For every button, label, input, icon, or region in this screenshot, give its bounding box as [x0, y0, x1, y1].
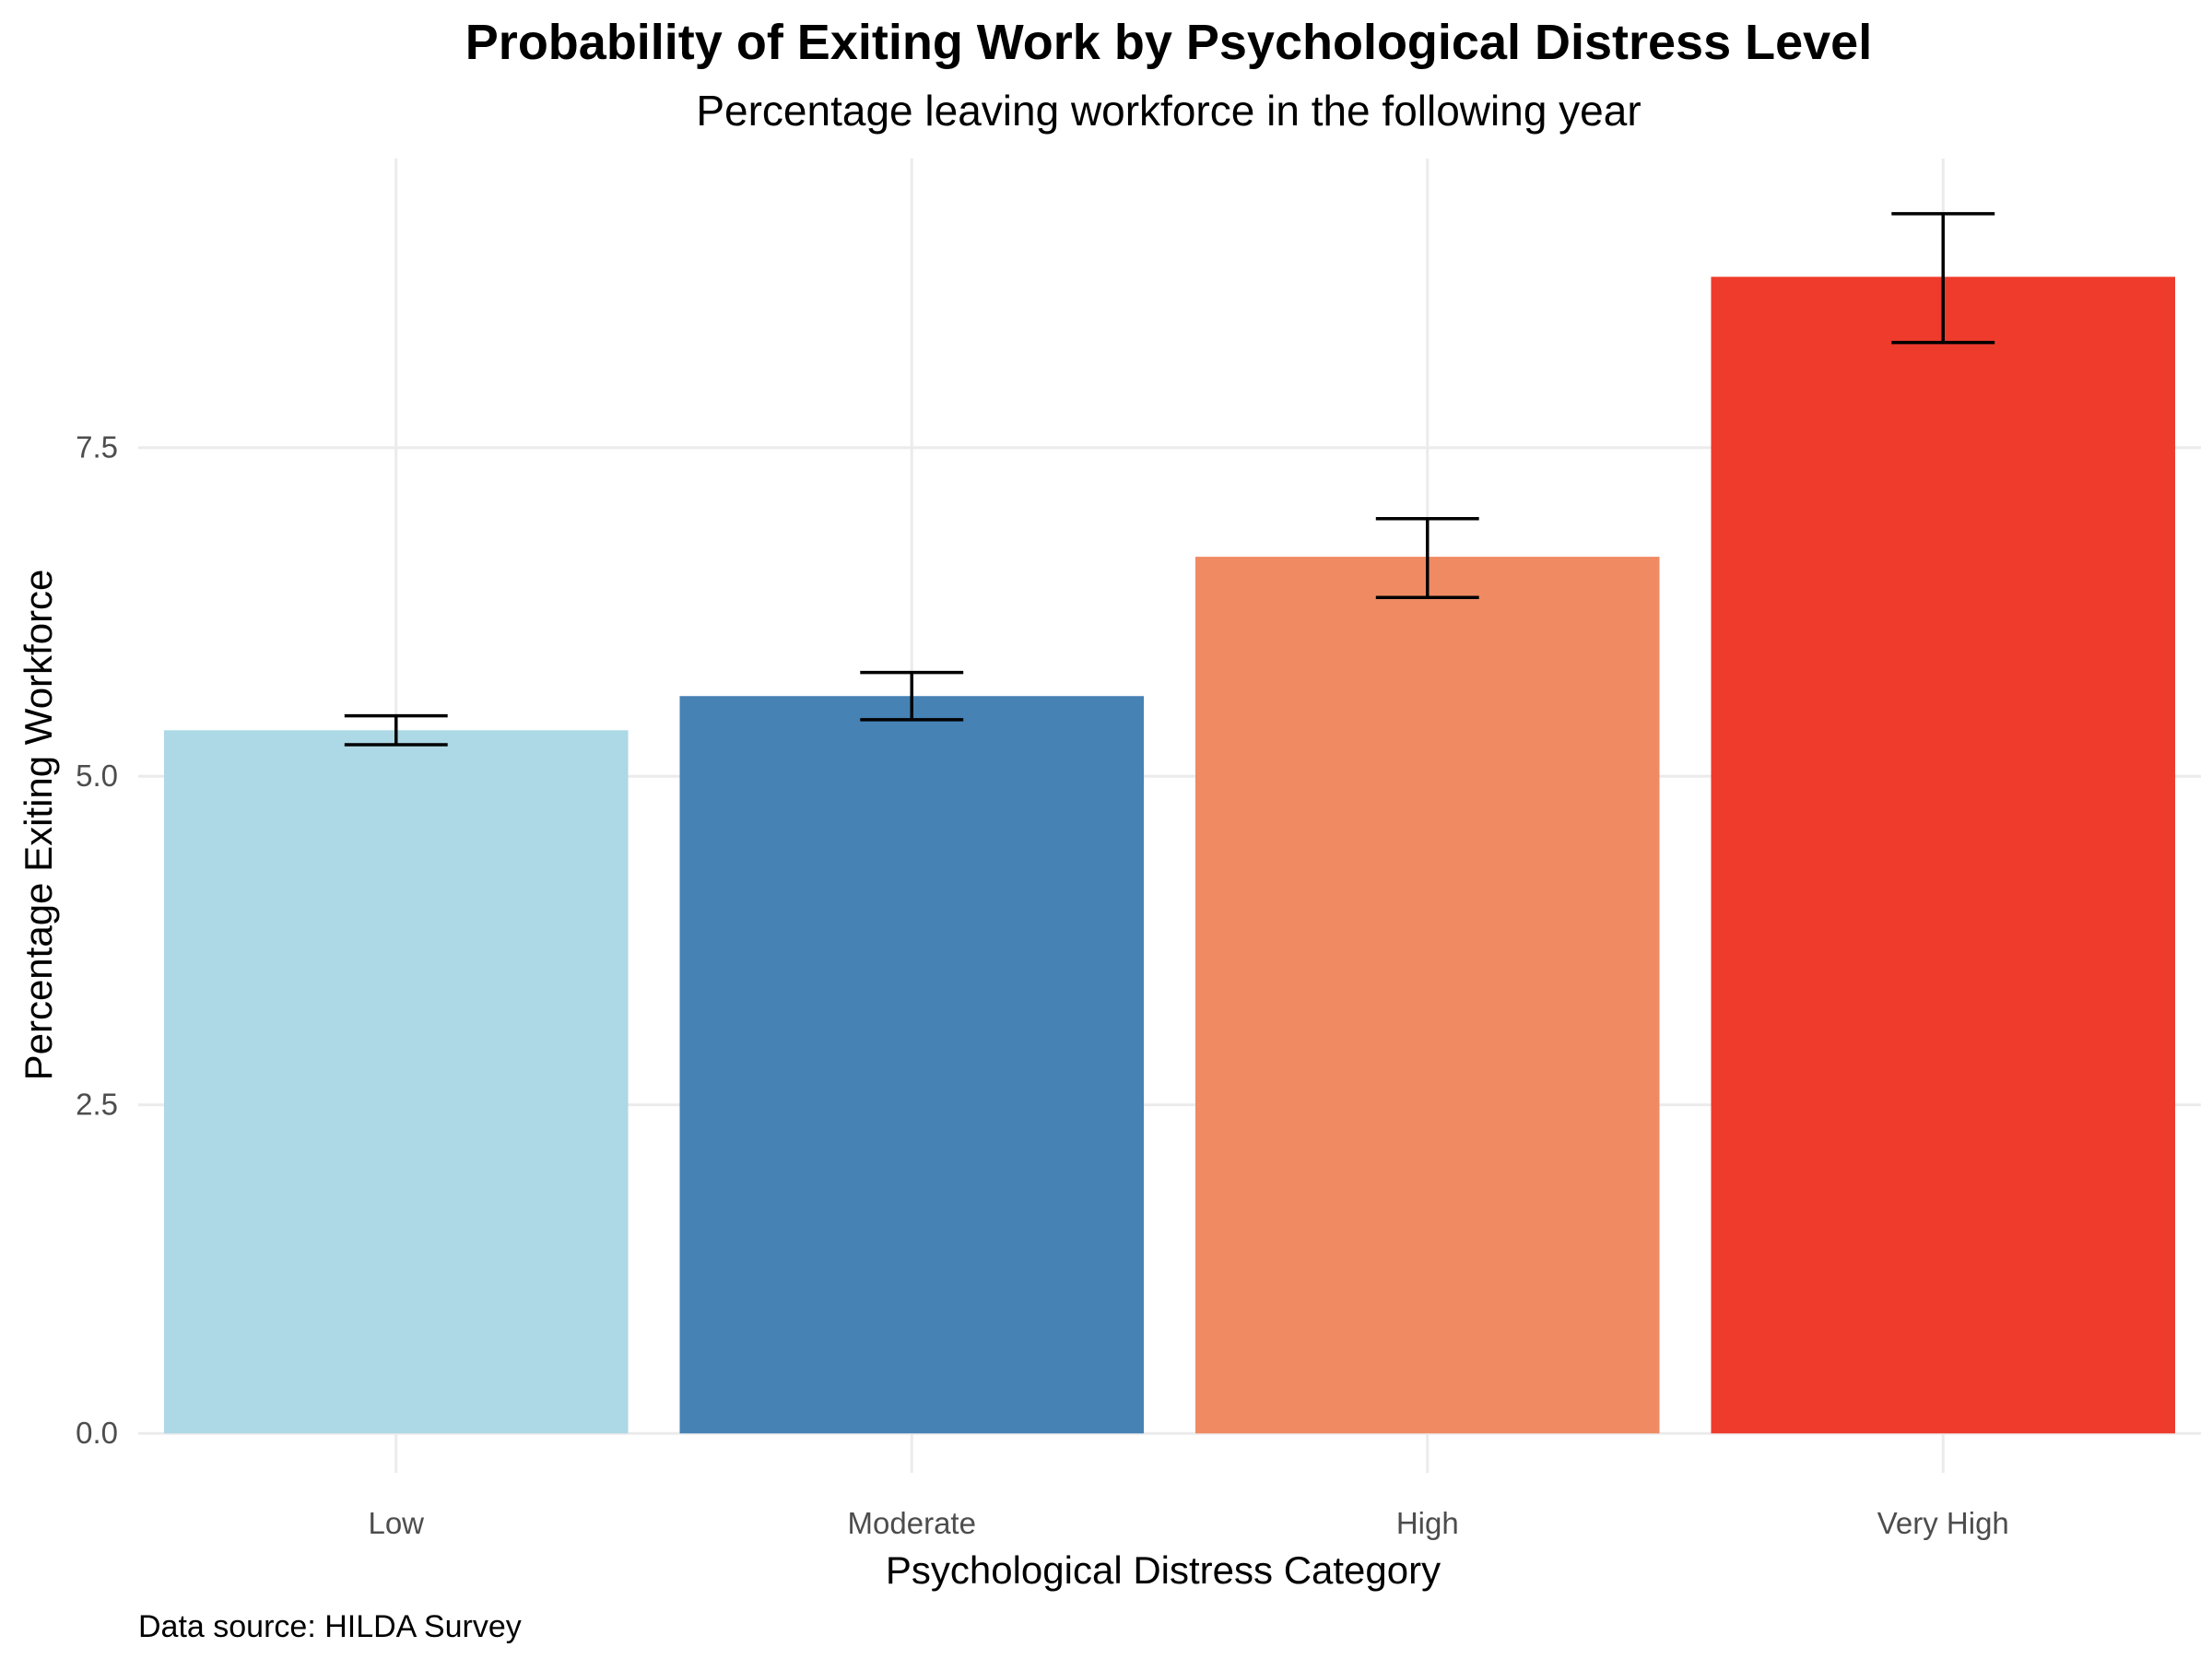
chart-title: Probability of Exiting Work by Psycholog…: [465, 15, 1872, 70]
error-bar: [1375, 516, 1479, 600]
x-axis-title: Psychological Distress Category: [886, 1548, 1441, 1592]
y-axis-title: Percentage Exiting Workforce: [17, 570, 60, 1081]
tick-label-layer: 0.0 2.5 5.0 7.5 Low Moderate High Very High: [76, 430, 2009, 1540]
bar-layer: [163, 276, 2176, 1434]
x-tick-label: High: [1396, 1506, 1459, 1540]
x-tick-label: Low: [368, 1506, 424, 1540]
y-tick-label: 7.5: [76, 430, 118, 465]
y-tick-label: 5.0: [76, 759, 118, 793]
bar-very-high: [1711, 276, 2176, 1434]
x-tick-label: Moderate: [848, 1506, 976, 1540]
error-bar: [1891, 212, 1995, 345]
x-tick-label: Very High: [1877, 1506, 2009, 1540]
y-tick-label: 0.0: [76, 1416, 118, 1450]
bar-moderate: [679, 696, 1145, 1434]
error-bar: [344, 713, 448, 747]
error-bar: [860, 670, 964, 722]
data-source-caption: Data source: HILDA Survey: [138, 1609, 522, 1644]
chart-subtitle: Percentage leaving workforce in the foll…: [696, 87, 1641, 135]
error-bar-layer: [344, 212, 1995, 747]
bar-high: [1194, 557, 1660, 1434]
bar-low: [163, 730, 629, 1434]
y-tick-label: 2.5: [76, 1088, 118, 1122]
